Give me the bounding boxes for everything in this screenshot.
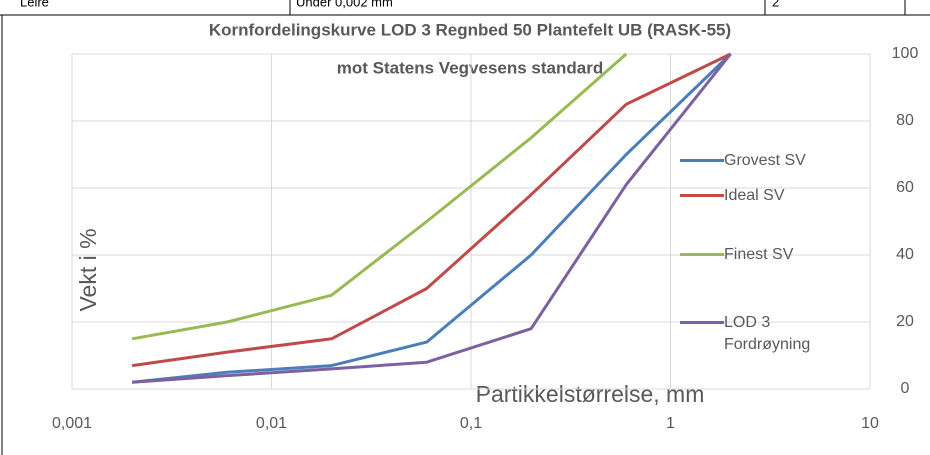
grid (71, 53, 871, 390)
table-cell: Under 0,002 mm (296, 0, 393, 9)
chart-subtitle: mot Statens Vegvesens standard (337, 58, 603, 77)
x-tick-label: 0,1 (460, 415, 482, 432)
legend-label: Grovest SV (724, 152, 806, 169)
x-tick-label: 0,01 (256, 415, 287, 432)
series-line (131, 52, 732, 384)
legend-entry: Finest SV (680, 244, 870, 266)
y-tick-label: 40 (896, 246, 914, 263)
legend-entry: Ideal SV (680, 185, 870, 207)
table-cell: 2 (772, 0, 779, 9)
y-tick-label: 80 (896, 112, 914, 129)
y-axis-label: Vekt i % (75, 228, 101, 311)
legend-swatch (680, 253, 724, 256)
legend-label: Ideal SV (724, 187, 785, 204)
legend-swatch (680, 194, 724, 197)
series-line (131, 52, 628, 341)
y-tick-label: 0 (901, 380, 910, 397)
legend-label: Finest SV (724, 246, 794, 263)
chart-title: Kornfordelingskurve LOD 3 Regnbed 50 Pla… (209, 20, 731, 39)
series-line (131, 52, 732, 368)
legend-swatch (680, 321, 724, 324)
legend-entry: LOD 3 Fordrøyning (680, 312, 870, 356)
x-tick-label: 0,001 (52, 415, 92, 432)
y-tick-label: 20 (896, 313, 914, 330)
legend-swatch (680, 159, 724, 162)
table-cell: Leire (20, 0, 49, 9)
legend-label: LOD 3 Fordrøyning (724, 314, 811, 353)
x-axis-label: Partikkelstørrelse, mm (476, 381, 705, 407)
x-tick-label: 1 (666, 415, 675, 432)
series-line (131, 53, 732, 384)
y-tick-label: 100 (892, 45, 919, 62)
x-tick-label: 10 (861, 415, 879, 432)
y-tick-label: 60 (896, 179, 914, 196)
legend-entry: Grovest SV (680, 150, 870, 172)
